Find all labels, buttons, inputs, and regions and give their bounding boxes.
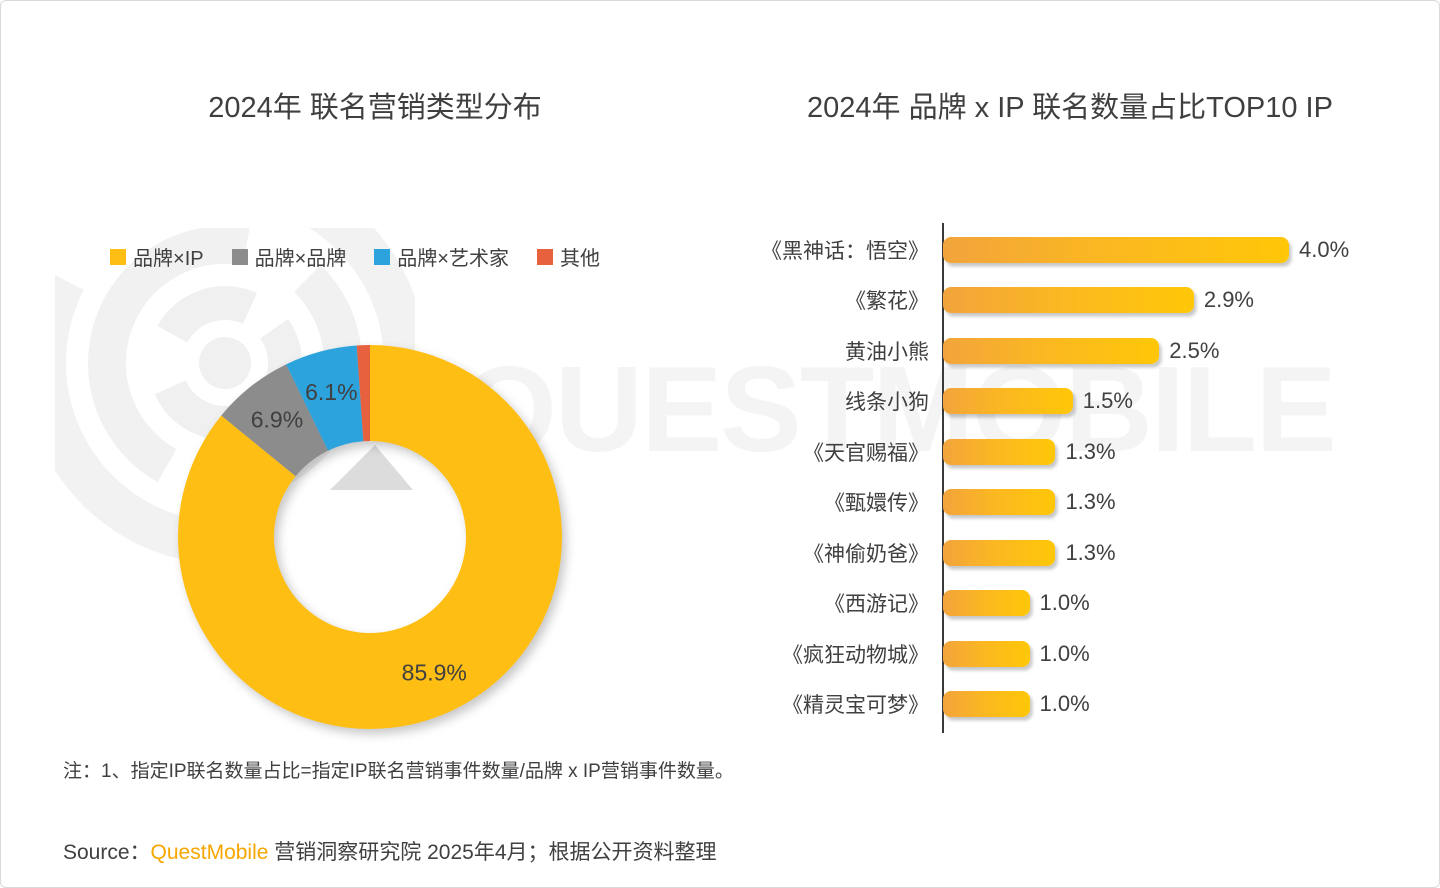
legend-swatch-icon (536, 248, 553, 265)
bar-category-label: 黄油小熊 (845, 340, 929, 364)
source-brand: QuestMobile (150, 841, 269, 864)
bar-value-label: 2.5% (1169, 337, 1220, 363)
donut-slice-label: 6.9% (251, 406, 303, 432)
source-prefix: Source： (63, 841, 151, 864)
bar-value-label: 1.0% (1039, 691, 1090, 716)
bar-value-label: 2.9% (1203, 287, 1254, 312)
source-line: Source：QuestMobile 营销洞察研究院 2025年4月；根据公开资… (63, 836, 717, 866)
bar-6 (943, 539, 1056, 566)
legend-swatch-icon (231, 248, 248, 265)
donut-chart: 85.9% 6.9% 6.1% (166, 333, 574, 741)
pie-chart-title: 2024年 联名营销类型分布 (208, 92, 542, 124)
questmobile-text-watermark: QUESTMOBILE (462, 341, 1337, 477)
bar-row-6: 《神偷奶爸》 1.3% (708, 539, 1438, 566)
donut-slice-label: 6.1% (305, 379, 357, 405)
bar-chart-axis-line (942, 223, 944, 733)
bar-3 (943, 388, 1073, 414)
donut-slice-2 (286, 345, 364, 451)
bar-chart: 《黑神话：悟空》 4.0% 《繁花》 2.9% 黄油小熊 2.5% 线条小狗 1.5% 《天官赐… (708, 223, 1438, 735)
bar-row-4: 《天官赐福》 1.3% (708, 438, 1438, 465)
pie-legend: 品牌×IP 品牌×品牌 品牌×艺术家 其他 (10, 242, 700, 271)
bar-category-label: 《疯狂动物城》 (782, 643, 929, 667)
legend-swatch-icon (374, 248, 391, 265)
bar-chart-title: 2024年 品牌 x IP 联名数量占比TOP10 IP (807, 92, 1333, 124)
bar-row-5: 《甄嬛传》 1.3% (708, 489, 1438, 516)
bar-category-label: 线条小狗 (845, 391, 929, 414)
bar-row-7: 《西游记》 1.0% (708, 590, 1438, 617)
bar-2 (943, 337, 1160, 364)
legend-item-2: 品牌×艺术家 (374, 242, 509, 271)
legend-label: 品牌×IP (133, 248, 204, 270)
bar-category-label: 《西游记》 (824, 593, 929, 616)
bar-row-8: 《疯狂动物城》 1.0% (708, 640, 1438, 667)
bar-category-label: 《天官赐福》 (803, 441, 929, 465)
donut-slice-1 (221, 364, 329, 477)
bar-8 (943, 640, 1030, 667)
bar-9 (943, 691, 1030, 717)
legend-label: 品牌×品牌 (254, 248, 347, 270)
legend-label: 其他 (559, 248, 600, 270)
donut-slice-3 (356, 345, 370, 442)
legend-label: 品牌×艺术家 (397, 248, 509, 270)
bar-1 (943, 287, 1194, 313)
bar-category-label: 《神偷奶爸》 (803, 542, 929, 566)
source-suffix: 营销洞察研究院 2025年4月；根据公开资料整理 (268, 841, 717, 864)
bar-row-0: 《黑神话：悟空》 4.0% (708, 236, 1438, 263)
bar-value-label: 1.0% (1039, 640, 1090, 666)
bar-4 (943, 438, 1056, 465)
bar-category-label: 《甄嬛传》 (824, 492, 929, 515)
bar-row-1: 《繁花》 2.9% (708, 287, 1438, 314)
bar-7 (943, 590, 1030, 616)
donut-slice-0 (177, 345, 563, 729)
bar-value-label: 4.0% (1299, 236, 1350, 262)
bar-value-label: 1.5% (1082, 388, 1133, 413)
bar-row-9: 《精灵宝可梦》 1.0% (708, 691, 1438, 718)
bar-category-label: 《精灵宝可梦》 (782, 694, 929, 717)
bar-value-label: 1.3% (1065, 539, 1116, 565)
bar-value-label: 1.3% (1065, 489, 1116, 514)
bar-category-label: 《繁花》 (845, 290, 929, 313)
legend-swatch-icon (110, 248, 127, 265)
bar-row-2: 黄油小熊 2.5% (708, 337, 1438, 364)
bar-value-label: 1.3% (1065, 438, 1116, 464)
legend-item-1: 品牌×品牌 (231, 242, 347, 271)
donut-slice-label: 85.9% (402, 660, 467, 686)
bar-0 (943, 236, 1289, 263)
legend-item-0: 品牌×IP (110, 242, 204, 271)
bar-row-3: 线条小狗 1.5% (708, 388, 1438, 415)
bar-5 (943, 489, 1056, 515)
logo-needle (330, 445, 413, 490)
logo-center-dot (199, 337, 251, 389)
footnote: 注：1、指定IP联名数量占比=指定IP联名营销事件数量/品牌 x IP营销事件数… (63, 761, 734, 782)
bar-value-label: 1.0% (1039, 590, 1090, 615)
bar-category-label: 《黑神话：悟空》 (761, 239, 929, 263)
legend-item-3: 其他 (536, 242, 600, 271)
